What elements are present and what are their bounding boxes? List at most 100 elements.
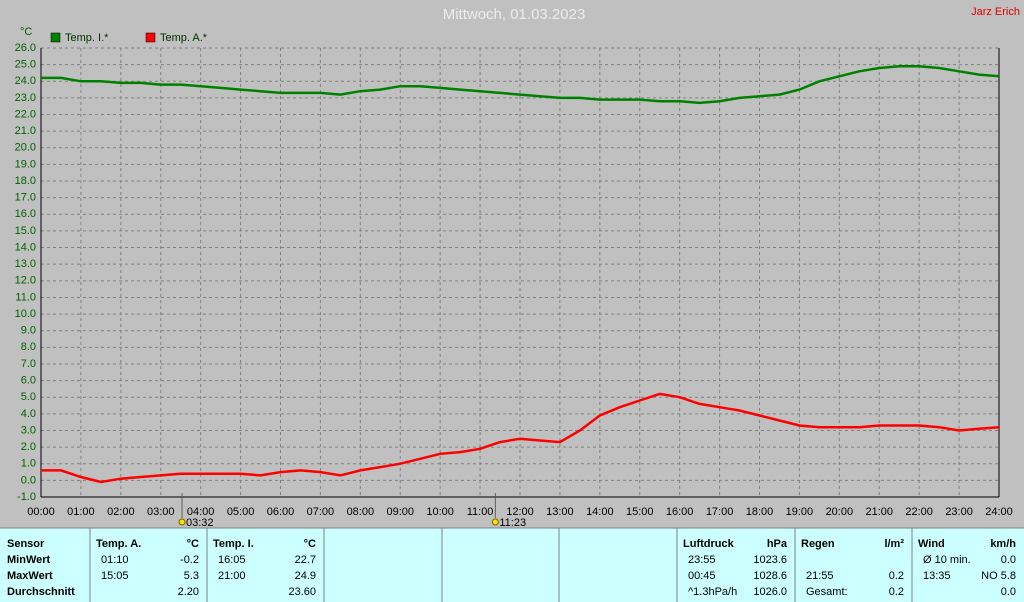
sun-icon — [178, 518, 186, 526]
column-unit: hPa — [767, 538, 788, 550]
x-tick-label: 22:00 — [905, 506, 933, 518]
column-title: Temp. A. — [96, 538, 141, 550]
y-tick-label: 25.0 — [15, 59, 36, 71]
legend-swatch — [50, 32, 61, 43]
row-header: Durchschnitt — [7, 586, 75, 598]
y-tick-label: 3.0 — [21, 424, 36, 436]
cell-time: 15:05 — [101, 570, 129, 582]
cell-value: 0.2 — [889, 570, 904, 582]
y-tick-label: 22.0 — [15, 108, 36, 120]
column-title: Regen — [801, 538, 835, 550]
y-tick-label: 23.0 — [15, 92, 36, 104]
cell-value: 22.7 — [295, 554, 316, 566]
series-line — [41, 392, 1000, 484]
chart-title: Mittwoch, 01.03.2023 — [443, 6, 586, 23]
cell-value: 1023.6 — [753, 554, 787, 566]
x-tick-label: 23:00 — [945, 506, 973, 518]
y-tick-label: 8.0 — [21, 341, 36, 353]
row-header: MinWert — [7, 554, 51, 566]
cell-value: 2.20 — [178, 586, 199, 598]
cell-value: 1026.0 — [753, 586, 787, 598]
cell-value: 1028.6 — [753, 570, 787, 582]
author: Jarz Erich — [971, 6, 1020, 18]
y-tick-label: 11.0 — [15, 291, 36, 303]
column-unit: °C — [304, 538, 316, 550]
cell-time: Ø 10 min. — [923, 554, 971, 566]
y-tick-label: 14.0 — [15, 241, 36, 253]
x-tick-label: 15:00 — [626, 506, 654, 518]
x-tick-label: 08:00 — [347, 506, 375, 518]
y-tick-label: 21.0 — [15, 125, 36, 137]
y-tick-label: 4.0 — [21, 408, 36, 420]
x-tick-label: 07:00 — [307, 506, 335, 518]
row-header: Sensor — [7, 538, 45, 550]
row-header: MaxWert — [7, 570, 53, 582]
column-unit: l/m² — [884, 538, 904, 550]
cell-value: 0.0 — [1001, 554, 1016, 566]
column-title: Luftdruck — [683, 538, 735, 550]
cell-time: 21:55 — [806, 570, 834, 582]
y-tick-label: 24.0 — [15, 75, 36, 87]
cell-time: ^1.3hPa/h — [688, 586, 737, 598]
y-tick-label: 10.0 — [15, 308, 36, 320]
x-tick-label: 21:00 — [865, 506, 893, 518]
y-tick-label: 20.0 — [15, 142, 36, 154]
cell-value: 24.9 — [295, 570, 316, 582]
cell-time: 00:45 — [688, 570, 716, 582]
y-tick-label: 17.0 — [15, 192, 36, 204]
x-tick-label: 04:00 — [187, 506, 215, 518]
y-tick-label: 18.0 — [15, 175, 36, 187]
x-tick-label: 18:00 — [746, 506, 774, 518]
cell-time: 13:35 — [923, 570, 951, 582]
x-tick-label: 24:00 — [985, 506, 1013, 518]
y-axis-label: °C — [20, 26, 32, 38]
y-tick-label: 5.0 — [21, 391, 36, 403]
annotation-label: 03:32 — [186, 517, 214, 529]
y-tick-label: 9.0 — [21, 325, 36, 337]
y-tick-label: 0.0 — [21, 474, 36, 486]
y-tick-label: 15.0 — [15, 225, 36, 237]
x-tick-label: 16:00 — [666, 506, 694, 518]
y-tick-label: 16.0 — [15, 208, 36, 220]
x-tick-label: 19:00 — [786, 506, 814, 518]
cell-time: 16:05 — [218, 554, 246, 566]
x-tick-label: 10:00 — [426, 506, 454, 518]
x-tick-label: 03:00 — [147, 506, 175, 518]
x-tick-label: 00:00 — [27, 506, 55, 518]
x-tick-label: 06:00 — [267, 506, 295, 518]
x-tick-label: 09:00 — [386, 506, 414, 518]
y-tick-label: 2.0 — [21, 441, 36, 453]
y-tick-label: 12.0 — [15, 275, 36, 287]
column-unit: km/h — [990, 538, 1016, 550]
x-tick-label: 05:00 — [227, 506, 255, 518]
y-tick-label: 13.0 — [15, 258, 36, 270]
cell-value: 23.60 — [288, 586, 316, 598]
annotation-label: 11:23 — [499, 517, 526, 529]
y-tick-label: 6.0 — [21, 374, 36, 386]
column-title: Wind — [918, 538, 945, 550]
sun-icon — [491, 518, 499, 526]
column-unit: °C — [187, 538, 199, 550]
y-tick-label: -1.0 — [17, 491, 36, 503]
cell-time: 21:00 — [218, 570, 246, 582]
x-tick-label: 02:00 — [107, 506, 135, 518]
column-title: Temp. I. — [213, 538, 254, 550]
y-tick-label: 7.0 — [21, 358, 36, 370]
cell-time: 01:10 — [101, 554, 129, 566]
x-tick-label: 20:00 — [826, 506, 854, 518]
x-tick-label: 01:00 — [67, 506, 95, 518]
cell-value: NO 5.8 — [981, 570, 1016, 582]
y-tick-label: 1.0 — [21, 458, 36, 470]
y-tick-label: 26.0 — [15, 42, 36, 54]
x-tick-label: 12:00 — [506, 506, 534, 518]
legend-label: Temp. A.* — [160, 32, 208, 44]
cell-time: 23:55 — [688, 554, 716, 566]
legend-label: Temp. I.* — [65, 32, 109, 44]
series-line — [41, 65, 1000, 105]
stats-table — [0, 528, 1024, 602]
x-tick-label: 13:00 — [546, 506, 574, 518]
cell-time: Gesamt: — [806, 586, 848, 598]
y-tick-label: 19.0 — [15, 158, 36, 170]
